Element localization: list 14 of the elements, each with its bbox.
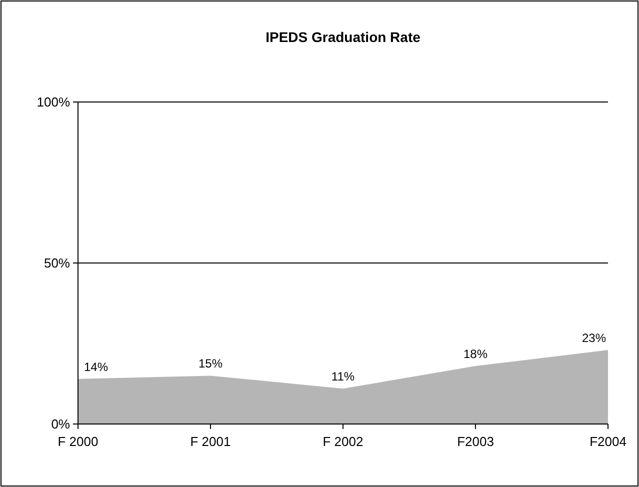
x-tick-label: F 2002: [322, 434, 364, 449]
data-label: 14%: [84, 360, 108, 374]
y-tick-label: 0%: [51, 416, 70, 432]
data-label: 23%: [582, 330, 606, 345]
chart-title: IPEDS Graduation Rate: [266, 29, 421, 45]
x-tick-label: F 2001: [190, 434, 231, 449]
x-tick-label: F2004: [590, 434, 626, 449]
x-tick-label: F 2000: [58, 434, 98, 449]
y-tick-label: 50%: [44, 256, 70, 271]
data-label: 18%: [463, 347, 488, 362]
x-tick-label: F2003: [457, 434, 494, 449]
data-label: 11%: [331, 370, 355, 384]
y-tick-label: 100%: [36, 94, 70, 110]
data-label: 15%: [198, 356, 223, 371]
